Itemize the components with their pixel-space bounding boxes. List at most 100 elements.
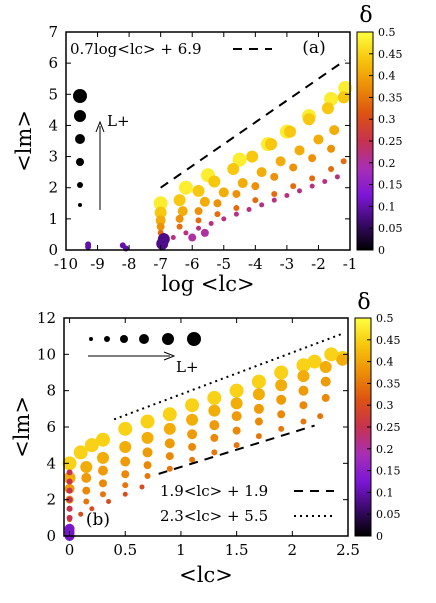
colorbar-b-label: δ [357,290,370,315]
colorbar-tick-label: 0.05 [376,508,401,521]
colorbar-tick-label: 0.3 [376,399,394,412]
x-tick-label: -3 [280,255,295,273]
data-point [252,388,265,401]
data-point [290,183,297,190]
data-point [66,469,73,476]
size-legend-marker [104,336,110,342]
y-tick-label: 10 [37,345,56,363]
data-point [278,425,285,432]
data-point [164,438,175,449]
data-point [294,145,305,156]
data-point [195,217,202,224]
data-point [328,166,335,173]
data-point [99,491,106,498]
x-tick-label: -1 [343,255,358,273]
x-tick-label: 2 [288,541,298,559]
data-point [232,152,247,167]
y-tick-label: 2 [48,179,58,197]
colorbar-a-ticks: 0 0.05 0.1 0.15 0.2 0.25 0.3 0.35 0.4 0.45 0.5 [369,26,403,257]
data-point [83,498,90,505]
data-point [233,204,240,211]
data-point [155,215,166,226]
data-point [156,222,165,231]
data-point [277,410,286,419]
panel-b: 0 0.5 1 1.5 2 2.5 0 2 4 6 8 10 12 (b) 1.9<lc> + 1.9… [10,309,360,587]
data-point [153,196,168,211]
panel-a-x-axis-label: log <lc> [161,272,254,296]
x-tick-label: 0.5 [113,541,137,559]
data-point [270,172,279,181]
data-point [175,214,184,223]
colorbar-tick-label: 0.35 [378,91,403,104]
data-point [185,398,200,413]
data-point [271,190,278,197]
data-point [252,197,259,204]
panel-b-legend-label-dotted: 2.3<lc> + 5.5 [160,507,268,525]
data-point [259,202,265,208]
colorbar-b: 0 0.05 0.1 0.15 0.2 0.25 0.3 0.35 0.4 0.45 0.5 δ [354,290,401,543]
x-tick-label: 0 [65,541,75,559]
data-point [317,413,324,420]
data-point [139,484,145,490]
data-point [327,144,336,153]
data-point [170,235,176,241]
panel-a-frame [65,31,351,251]
size-legend-marker [162,333,174,345]
data-point [321,102,334,115]
data-point [309,183,315,189]
y-tick-label: 2 [46,491,56,509]
data-point [233,442,240,449]
x-tick-label: -7 [153,255,168,273]
data-point [210,433,219,442]
data-point [284,125,297,138]
data-point [176,223,183,230]
data-point [229,383,244,398]
y-tick-label: 5 [48,85,58,103]
data-point [296,358,311,373]
data-point [157,233,170,246]
size-legend-marker [187,332,201,346]
size-legend-marker [77,182,83,188]
data-point [121,470,130,479]
panel-b-reference-line-dashed [158,424,315,475]
data-point [106,498,112,504]
data-point [84,438,99,453]
data-point [82,486,91,495]
data-point [271,197,277,203]
data-point [319,361,332,374]
panel-a-legend-label: 0.7log<lc> + 6.9 [70,40,202,58]
data-point [118,421,133,436]
data-point [66,487,73,494]
panel-b-reference-line-dotted [113,332,343,421]
data-point [265,138,278,151]
colorbar-tick-label: 0.2 [376,443,394,456]
colorbar-tick-label: 0.45 [376,334,401,347]
data-point [73,445,88,460]
panel-b-legend-label-dashed: 1.9<lc> + 1.9 [160,482,268,500]
data-point [63,471,76,484]
data-point [302,113,315,126]
y-tick-label: 4 [46,454,56,472]
colorbar-tick-label: 0.25 [378,135,403,148]
data-point [119,440,132,453]
data-point [97,465,108,476]
y-tick-label: 8 [46,382,56,400]
data-point [188,233,197,242]
data-point [66,514,73,521]
data-point [89,506,95,512]
data-point [276,394,287,405]
colorbar-tick-label: 0.1 [378,200,396,213]
data-point [143,461,152,470]
data-point [163,422,176,435]
data-point [336,353,349,366]
y-tick-label: 6 [46,418,56,436]
panel-b-y-ticks: 0 2 4 6 8 10 12 [37,309,348,545]
panel-b-x-axis-label: <lc> [179,563,233,587]
data-point [218,187,229,198]
data-point [208,175,221,188]
data-point [66,496,73,503]
data-point [275,379,288,392]
x-tick-label: -8 [122,255,137,273]
panel-b-size-legend [89,332,201,346]
size-legend-marker [76,158,84,166]
